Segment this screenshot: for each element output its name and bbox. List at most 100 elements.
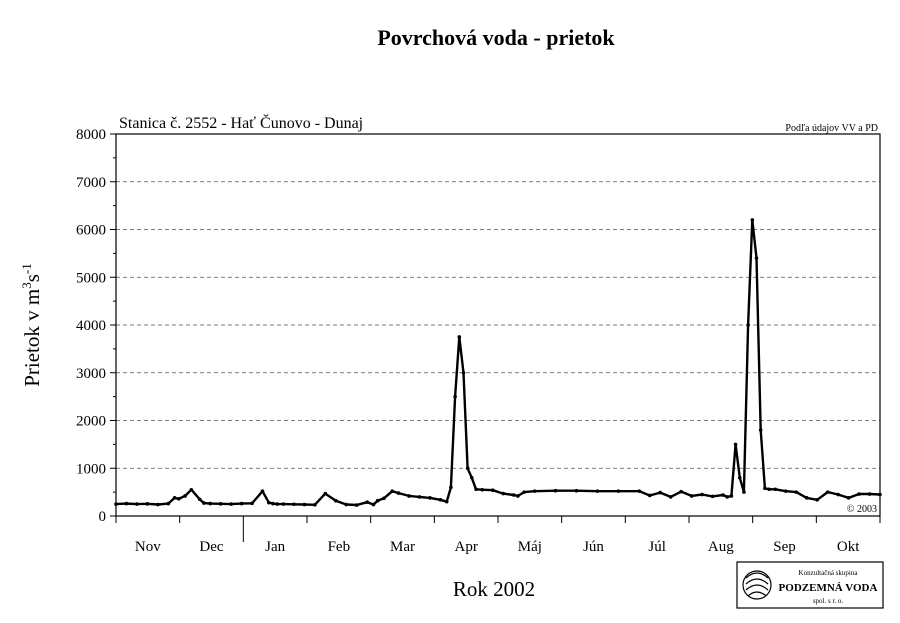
data-point [365,500,369,504]
data-point [737,476,742,480]
x-tick-label: Júl [648,539,666,555]
data-point [344,502,349,507]
company-logo: Konzultačná skupina PODZEMNÁ VODA spol. … [736,561,884,609]
x-tick-label: Mar [390,539,415,555]
data-point [390,489,395,493]
y-axis-label-main: Prietok v m [20,289,44,387]
data-point [428,496,432,500]
data-point [333,498,338,503]
data-point [511,493,516,497]
data-point [438,497,443,502]
data-point [382,496,386,501]
data-point [637,489,642,493]
data-point [197,497,202,502]
data-point [679,489,683,494]
data-point [474,487,478,492]
data-point [758,428,763,432]
y-axis-label-sup1: 3 [19,282,34,289]
data-point [453,394,457,399]
data-point [733,442,738,447]
y-tick-label: 0 [99,509,107,525]
data-point [239,501,244,506]
y-axis-label: Prietok v m3s-1 [19,263,44,387]
data-point [553,488,558,493]
logo-line-2: PODZEMNÁ VODA [779,582,878,594]
data-point [208,501,212,506]
y-axis-label-sup2: -1 [19,263,34,274]
data-point [516,494,520,498]
data-point [742,490,746,494]
data-point [176,497,181,501]
data-point [616,489,621,493]
data-point [292,502,296,507]
data-point [271,501,275,506]
x-tick-label: Dec [199,539,223,555]
data-point [250,501,254,506]
data-point [417,495,422,499]
data-point [700,492,704,497]
data-point [183,494,187,498]
data-point [260,489,265,493]
data-point [449,485,453,490]
station-label: Stanica č. 2552 - Hať Čunovo - Dunaj [119,113,363,132]
flow-series [114,218,882,507]
x-tick-label: Aug [708,539,734,555]
data-point [135,502,139,506]
data-point [302,502,307,507]
data-point [444,499,449,504]
y-axis: 0 1000 2000 3000 4000 5000 6000 7000 8000 [76,127,116,525]
chart-title: Povrchová voda - prietok [377,25,615,50]
y-axis-label-mid: s [20,274,44,282]
y-tick-label: 1000 [76,461,106,477]
data-point [794,490,799,494]
data-point [522,490,526,494]
data-point [229,502,233,506]
data-point [689,494,694,498]
data-point [658,490,663,495]
data-point [457,335,462,339]
data-point [218,502,223,506]
y-tick-label: 3000 [76,366,106,382]
data-point [114,502,118,506]
data-point [574,488,579,493]
data-point [313,502,317,507]
data-point [532,489,537,493]
x-axis: Nov Dec Jan Feb Mar Apr Máj Jún Júl Aug Sep Okt [115,516,881,555]
data-point [773,487,778,492]
data-point [375,498,380,503]
y-tick-label: 4000 [76,318,106,334]
x-tick-label: Jún [583,539,604,555]
data-point [202,501,206,505]
data-point [145,502,150,506]
data-point [267,500,271,505]
data-point [396,491,401,495]
data-point [754,256,759,260]
data-point [746,323,750,327]
y-tick-label: 5000 [76,270,106,286]
x-tick-label: Apr [455,539,478,555]
x-tick-label: Nov [135,539,161,555]
data-point [407,494,411,498]
x-tick-label: Feb [328,539,351,555]
data-point [371,502,376,507]
x-tick-label: Máj [518,539,542,555]
data-point [857,492,861,496]
data-point [867,492,872,496]
data-point [878,492,882,497]
data-point [647,493,652,498]
x-tick-label: Sep [773,539,796,555]
data-point [725,495,729,499]
y-tick-label: 6000 [76,223,106,239]
series-line [115,218,881,507]
x-tick-label: Okt [837,539,860,555]
data-point [710,494,715,499]
data-point [189,487,194,492]
x-tick-label: Jan [265,539,285,555]
y-tick-label: 7000 [76,175,106,191]
y-tick-label: 2000 [76,414,106,430]
logo-line-3: spol. s r. o. [813,597,844,605]
data-point [815,497,820,502]
data-point [804,496,809,500]
data-point [825,490,830,494]
